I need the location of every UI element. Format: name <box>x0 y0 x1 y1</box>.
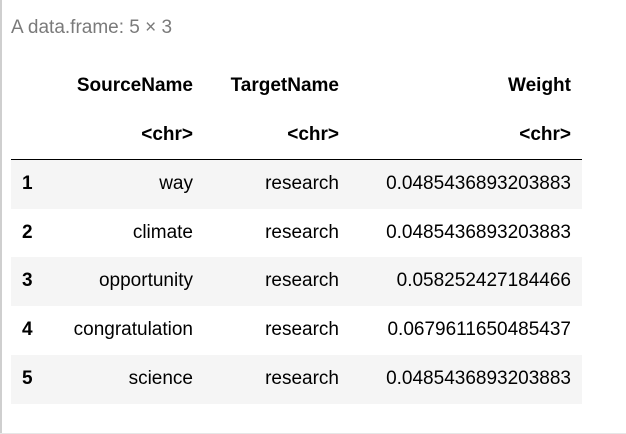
column-header-row: SourceName TargetName Weight <box>11 62 582 111</box>
column-type-row: <chr> <chr> <chr> <box>11 111 582 160</box>
column-header-targetname: TargetName <box>230 75 339 96</box>
cell-left-border <box>0 0 2 434</box>
weight-cell: 0.0485436893203883 <box>386 367 571 389</box>
source-name-cell: climate <box>132 221 193 243</box>
target-name-cell: research <box>265 270 339 292</box>
row-index: 1 <box>22 172 33 194</box>
column-type-targetname: <chr> <box>287 123 339 145</box>
row-index: 3 <box>22 270 33 292</box>
target-name-cell: research <box>265 367 339 389</box>
target-name-cell: research <box>265 172 339 194</box>
table-row: 3 opportunity research 0.058252427184466 <box>11 257 582 307</box>
target-name-cell: research <box>265 221 339 243</box>
column-header-weight: Weight <box>508 75 571 96</box>
column-type-sourcename: <chr> <box>141 123 193 145</box>
source-name-cell: science <box>128 367 193 389</box>
table-caption: A data.frame: 5 × 3 <box>11 17 173 38</box>
row-index: 5 <box>22 367 33 389</box>
table-row: 4 congratulation research 0.067961165048… <box>11 306 582 355</box>
weight-cell: 0.0679611650485437 <box>387 319 571 341</box>
source-name-cell: opportunity <box>98 270 193 292</box>
table-row: 2 climate research 0.0485436893203883 <box>11 209 582 258</box>
column-header-sourcename: SourceName <box>76 75 193 96</box>
target-name-cell: research <box>265 319 339 341</box>
table-row: 5 science research 0.0485436893203883 <box>11 354 582 404</box>
weight-cell: 0.058252427184466 <box>396 270 571 292</box>
weight-cell: 0.0485436893203883 <box>386 172 571 194</box>
weight-cell: 0.0485436893203883 <box>386 221 571 243</box>
table-row: 1 way research 0.0485436893203883 <box>11 159 582 209</box>
row-index: 2 <box>22 221 33 243</box>
source-name-cell: way <box>159 172 193 194</box>
row-index: 4 <box>22 319 33 341</box>
data-frame-table: SourceName TargetName Weight <chr> <chr>… <box>11 62 582 404</box>
column-type-weight: <chr> <box>519 123 571 145</box>
source-name-cell: congratulation <box>73 319 193 341</box>
